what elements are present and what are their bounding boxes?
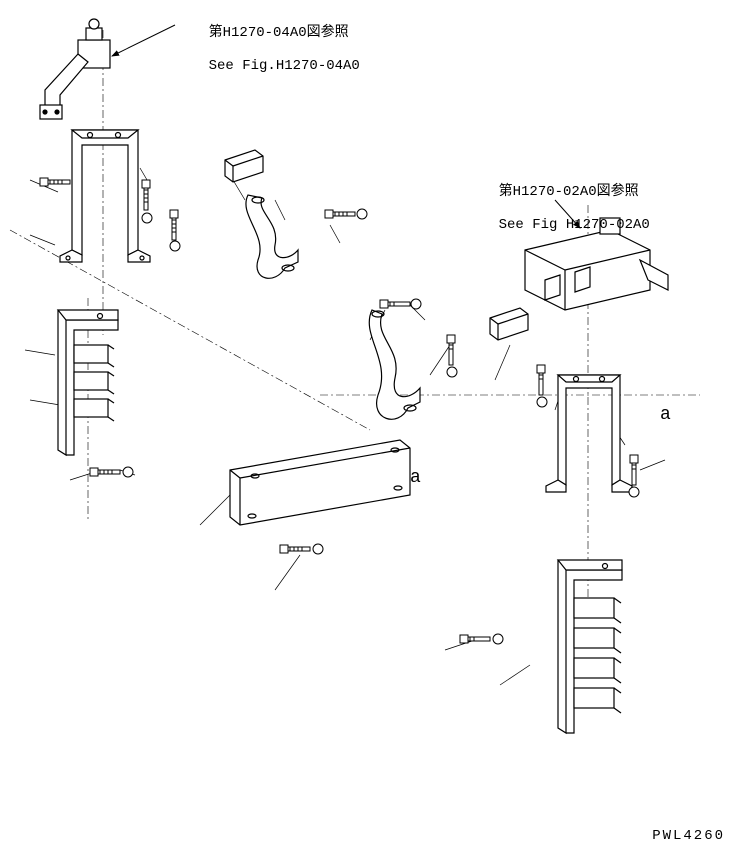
washer bbox=[411, 299, 421, 309]
reference-en: See Fig H1270-02A0 bbox=[499, 217, 650, 233]
solenoid-valve-top bbox=[40, 19, 110, 119]
washer bbox=[629, 487, 639, 497]
bracket-right bbox=[546, 375, 632, 492]
washer bbox=[170, 241, 180, 251]
bolt bbox=[460, 635, 490, 643]
bolt bbox=[325, 210, 355, 218]
bracket-low-right bbox=[558, 560, 622, 733]
exploded-view-svg bbox=[0, 0, 743, 856]
washer bbox=[493, 634, 503, 644]
clamp-block-2 bbox=[490, 308, 528, 340]
clamp-block-1 bbox=[225, 150, 263, 182]
washer bbox=[142, 213, 152, 223]
bolt bbox=[90, 468, 120, 476]
washer bbox=[123, 467, 133, 477]
bolt bbox=[142, 180, 150, 210]
bolt bbox=[170, 210, 178, 240]
curved-clip-1 bbox=[246, 195, 298, 278]
components bbox=[40, 19, 668, 733]
marker-a2: a bbox=[660, 405, 671, 425]
bolt bbox=[40, 178, 70, 186]
reference-jp: 第H1270-02A0図参照 bbox=[499, 184, 639, 200]
washer bbox=[447, 367, 457, 377]
reference-jp: 第H1270-04A0図参照 bbox=[209, 25, 349, 41]
drawing-number: PWL4260 bbox=[652, 828, 725, 844]
bolt bbox=[630, 455, 638, 485]
diagram-canvas: 第H1270-04A0図参照 See Fig.H1270-04A0 第H1270… bbox=[0, 0, 743, 856]
bolt bbox=[537, 365, 545, 395]
bolt bbox=[280, 545, 310, 553]
washer bbox=[357, 209, 367, 219]
bolt bbox=[447, 335, 455, 365]
curved-clip-2 bbox=[369, 310, 420, 419]
reference-label-top: 第H1270-04A0図参照 See Fig.H1270-04A0 bbox=[175, 8, 360, 92]
reference-label-right: 第H1270-02A0図参照 See Fig H1270-02A0 bbox=[465, 167, 650, 251]
bracket-top-left bbox=[60, 130, 150, 262]
reference-en: See Fig.H1270-04A0 bbox=[209, 58, 360, 74]
bolt bbox=[380, 300, 410, 308]
washer bbox=[313, 544, 323, 554]
washer bbox=[537, 397, 547, 407]
angle-long bbox=[230, 440, 410, 525]
marker-a1: a bbox=[410, 468, 421, 488]
